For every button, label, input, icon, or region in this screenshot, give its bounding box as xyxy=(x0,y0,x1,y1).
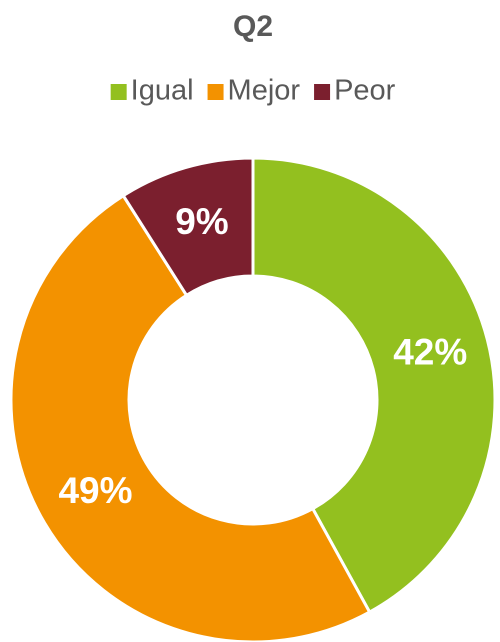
legend-label: Peor xyxy=(334,75,396,107)
legend-label: Igual xyxy=(131,75,194,107)
slice xyxy=(9,193,372,642)
legend-swatch xyxy=(207,84,224,100)
slice xyxy=(251,156,497,615)
legend-swatch xyxy=(110,84,127,100)
legend-label: Mejor xyxy=(228,75,301,107)
legend: Igual Mejor Peor xyxy=(110,75,396,107)
chart-title: Q2 xyxy=(233,10,273,43)
data-label: 9% xyxy=(175,201,228,242)
data-label: 49% xyxy=(58,470,132,511)
slice xyxy=(121,156,255,298)
data-label: 42% xyxy=(393,331,467,372)
legend-swatch xyxy=(314,84,331,100)
